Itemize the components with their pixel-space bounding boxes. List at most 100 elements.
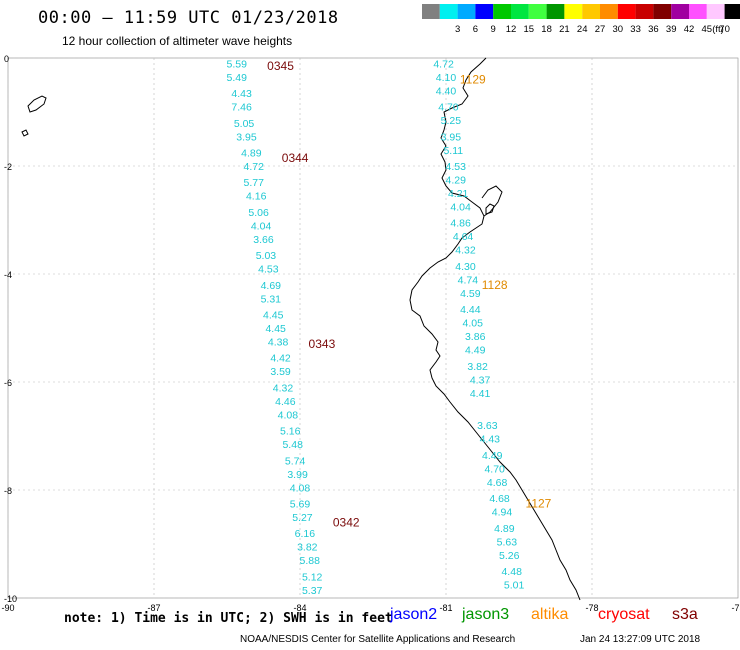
wave-height-map: 5.595.494.437.465.053.954.894.725.774.16… xyxy=(1,54,740,613)
swh-value-label: 4.04 xyxy=(251,220,272,232)
swh-value-label: 4.86 xyxy=(450,218,471,230)
swh-value-label: 4.89 xyxy=(494,523,515,535)
satellite-label-jason2: jason2 xyxy=(390,606,438,623)
pass-time-label: 0345 xyxy=(267,59,294,73)
swh-value-label: 4.89 xyxy=(241,148,262,160)
pass-time-label: 0342 xyxy=(333,515,360,529)
legend-swatch xyxy=(617,4,636,19)
legend-swatch xyxy=(724,4,740,19)
latitude-tick-label: -10 xyxy=(4,594,17,604)
map-subtitle: 12 hour collection of altimeter wave hei… xyxy=(62,34,293,48)
longitude-tick-label: -84 xyxy=(293,603,306,613)
swh-value-label: 3.59 xyxy=(270,366,291,378)
swh-value-label: 4.64 xyxy=(453,231,474,243)
swh-value-label: 3.66 xyxy=(253,234,274,246)
color-legend: 3 6 9 12 15 18 21 24 27 30 33 36 39 42 45 70(ft) xyxy=(422,4,740,35)
legend-swatch xyxy=(635,4,654,19)
swh-value-label: 4.70 xyxy=(438,102,459,114)
swh-value-label: 4.48 xyxy=(501,566,522,578)
swh-value-label: 4.94 xyxy=(492,507,513,519)
swh-value-label: 4.74 xyxy=(458,274,479,286)
swh-value-label: 5.69 xyxy=(290,499,311,511)
cryosat-track: 5.59 5.49 4.43 7.46 5.053.95 4.894.72 5.77 4.16… xyxy=(227,58,360,597)
legend-swatch xyxy=(493,4,511,19)
swh-value-label: 4.38 xyxy=(268,337,289,349)
pass-time-label: 1128 xyxy=(482,278,508,292)
generation-timestamp: Jan 24 13:27:09 UTC 2018 xyxy=(580,634,701,645)
swh-value-label: 4.43 xyxy=(231,88,252,100)
swh-value-label: 5.01 xyxy=(504,580,525,592)
swh-value-label: 4.68 xyxy=(487,477,508,489)
legend-tick-label: 21 xyxy=(559,24,570,35)
satellite-label-jason3: jason3 xyxy=(462,606,510,623)
legend-tick-label: 27 xyxy=(595,24,606,35)
swh-value-label: 5.03 xyxy=(256,250,277,262)
legend-swatch xyxy=(457,4,476,19)
pass-time-label: 0343 xyxy=(309,337,336,351)
satellite-label-s3a: s3a xyxy=(672,606,698,623)
legend-tick-label: 12 xyxy=(506,24,517,35)
swh-value-label: 5.88 xyxy=(300,555,321,567)
swh-value-label: 4.45 xyxy=(265,323,286,335)
swh-value-label: 4.16 xyxy=(246,191,267,203)
legend-swatch xyxy=(564,4,583,19)
swh-value-label: 6.16 xyxy=(295,528,316,540)
longitude-tick-label: -90 xyxy=(1,603,14,613)
legend-tick-label: 3 xyxy=(455,24,460,35)
coastline xyxy=(21,57,581,601)
swh-value-label: 5.05 xyxy=(234,118,255,130)
swh-value-label: 4.59 xyxy=(460,288,481,300)
swh-value-label: 5.11 xyxy=(443,145,463,157)
legend-swatch xyxy=(511,4,529,19)
swh-value-label: 4.10 xyxy=(436,72,457,84)
legend-swatch xyxy=(528,4,547,19)
legend-unit: (ft) xyxy=(712,24,724,35)
swh-value-label: 5.48 xyxy=(282,439,303,451)
latitude-tick-label: 0 xyxy=(4,54,9,64)
swh-value-label: 4.46 xyxy=(275,396,296,408)
swh-value-label: 4.72 xyxy=(433,58,454,70)
swh-value-label: 7.46 xyxy=(231,102,252,114)
satellite-label-altika: altika xyxy=(531,606,569,623)
swh-value-label: 5.77 xyxy=(244,177,265,189)
map-frame xyxy=(7,57,739,599)
swh-value-label: 4.72 xyxy=(244,161,265,173)
altimeter-tracks: 5.595.494.437.465.053.954.894.725.774.16… xyxy=(227,58,552,597)
satellite-label-cryosat: cryosat xyxy=(598,606,650,623)
legend-tick-label: 18 xyxy=(541,24,552,35)
latitude-tick-label: -6 xyxy=(4,378,12,388)
latitude-tick-label: -2 xyxy=(4,162,12,172)
swh-value-label: 5.26 xyxy=(499,550,520,562)
swh-value-label: 5.49 xyxy=(227,72,248,84)
legend-tick-label: 45 xyxy=(702,24,713,35)
pass-time-label: 1129 xyxy=(460,73,486,87)
swh-value-label: 3.63 xyxy=(477,420,498,432)
swh-value-label: 4.53 xyxy=(446,161,467,173)
legend-tick-label: 15 xyxy=(524,24,535,35)
swh-value-label: 5.06 xyxy=(248,207,269,219)
pass-time-label: 1127 xyxy=(526,497,552,511)
legend-swatch xyxy=(582,4,600,19)
swh-value-label: 4.53 xyxy=(258,264,279,276)
gulf-of-guayaquil-inlet xyxy=(481,185,503,217)
legend-tick-label: 39 xyxy=(666,24,677,35)
longitude-tick-label: -78 xyxy=(585,603,598,613)
swh-value-label: 4.37 xyxy=(470,374,491,386)
legend-tick-label: 36 xyxy=(648,24,659,35)
swh-value-label: 4.04 xyxy=(450,202,471,214)
swh-value-label: 5.74 xyxy=(285,455,306,467)
swh-value-label: 5.25 xyxy=(441,115,462,127)
longitude-tick-label: -81 xyxy=(439,603,452,613)
swh-value-label: 4.30 xyxy=(455,261,476,273)
swh-value-label: 4.05 xyxy=(463,318,484,330)
swh-value-label: 4.40 xyxy=(436,85,457,97)
swh-value-label: 4.49 xyxy=(465,345,486,357)
map-title: 00:00 – 11:59 UTC 01/23/2018 xyxy=(38,8,339,28)
swh-value-label: 3.99 xyxy=(287,469,308,481)
swh-value-label: 4.29 xyxy=(446,175,467,187)
legend-swatch xyxy=(671,4,689,19)
swh-value-label: 4.42 xyxy=(270,353,291,365)
swh-value-label: 3.86 xyxy=(465,331,486,343)
puna-island xyxy=(485,203,495,215)
swh-value-label: 4.69 xyxy=(261,280,282,292)
